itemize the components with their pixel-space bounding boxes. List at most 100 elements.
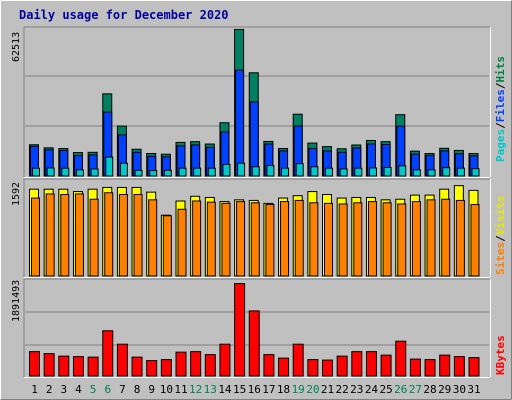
day-label: 9: [148, 383, 155, 396]
day-label: 19: [292, 383, 305, 396]
legend-sites: Sites: [494, 242, 507, 275]
kbytes-bar: [336, 355, 348, 377]
day-label: 30: [453, 383, 466, 396]
pages-bar: [90, 168, 99, 177]
sites-bar: [397, 203, 407, 277]
sites-bar: [250, 202, 260, 277]
day-label: 26: [394, 383, 407, 396]
sites-bar: [324, 202, 333, 277]
sites-bar: [367, 201, 377, 277]
bottom-panel-bars: [29, 283, 480, 377]
kbytes-bar: [292, 343, 304, 377]
kbytes-bar: [87, 356, 99, 377]
kbytes-bar: [190, 351, 202, 377]
top-legend: Pages/Files/Hits: [494, 56, 507, 162]
sites-bar: [441, 198, 451, 277]
kbytes-bar: [322, 359, 333, 377]
kbytes-bar: [43, 353, 55, 377]
sites-bar: [60, 194, 70, 277]
pages-bar: [46, 167, 55, 177]
day-label: 12: [189, 383, 202, 396]
kbytes-bar: [307, 359, 319, 377]
legend-kbytes: KBytes: [494, 335, 507, 375]
sites-bar: [206, 201, 216, 277]
day-label: 11: [174, 383, 187, 396]
sites-bar: [265, 204, 275, 277]
pages-bar: [442, 167, 451, 177]
pages-bar: [412, 169, 421, 177]
day-label: 31: [467, 383, 480, 396]
pages-bar: [237, 162, 246, 177]
day-label: 15: [233, 383, 246, 396]
files-bar: [249, 101, 259, 177]
files-bar: [235, 69, 245, 177]
pages-bar: [325, 167, 333, 177]
pages-bar: [163, 169, 172, 177]
sites-bar: [426, 199, 436, 277]
pages-bar: [134, 169, 143, 177]
chart-title: Daily usage for December 2020: [19, 8, 229, 22]
pages-bar: [339, 168, 348, 177]
middle-y-max-label: 1592: [11, 182, 22, 206]
pages-bar: [149, 170, 158, 177]
pages-bar: [295, 163, 304, 177]
pages-bar: [251, 166, 260, 177]
pages-bar: [383, 166, 392, 177]
sites-bar: [162, 215, 172, 277]
pages-bar: [75, 169, 84, 177]
sites-bar: [133, 194, 143, 277]
bottom-y-max-label: 1891493: [11, 280, 22, 322]
legend-separator-1: /: [494, 122, 507, 129]
kbytes-bar: [175, 351, 187, 377]
day-label: 8: [134, 383, 141, 396]
pages-bar: [368, 167, 377, 177]
sites-bar: [221, 202, 231, 277]
pages-bar: [310, 166, 319, 177]
day-label: 7: [119, 383, 126, 396]
pages-bar: [471, 168, 480, 177]
pages-bar: [105, 156, 114, 177]
kbytes-bar: [29, 351, 40, 377]
kbytes-bar: [424, 359, 436, 377]
day-labels: 1 2 3 4 5 6 7 8 9 10 11 12 13 14 15 16 17 18 19 20 21 22 23 24 2…: [31, 383, 480, 396]
sites-bar: [470, 204, 480, 277]
sites-bar: [309, 202, 319, 277]
day-label: 4: [75, 383, 82, 396]
sites-bar: [89, 198, 99, 277]
pages-bar: [266, 165, 275, 177]
kbytes-bar: [365, 351, 377, 377]
day-label: 22: [336, 383, 349, 396]
kbytes-bar: [58, 355, 70, 377]
kbytes-bar: [116, 343, 128, 377]
legend-visits: Visits: [494, 196, 507, 236]
legend-files: Files: [494, 89, 507, 122]
sites-bar: [74, 193, 84, 277]
sites-bar: [31, 197, 40, 277]
sites-bar: [148, 199, 158, 277]
day-label: 21: [321, 383, 334, 396]
kbytes-bar: [160, 359, 172, 377]
middle-panel-bars: [29, 185, 480, 277]
kbytes-bar: [72, 356, 84, 377]
pages-bar: [193, 167, 202, 177]
legend-hits: Hits: [494, 56, 507, 83]
legend-separator-3: /: [494, 235, 507, 242]
pages-bar: [207, 167, 216, 177]
pages-bar: [427, 169, 436, 177]
kbytes-bar: [234, 283, 246, 377]
sites-bar: [236, 201, 246, 277]
middle-legend: Sites/Visits: [494, 196, 507, 276]
day-label: 25: [379, 383, 392, 396]
kbytes-bar: [409, 358, 421, 377]
sites-bar: [280, 201, 290, 277]
day-label: 3: [60, 383, 67, 396]
pages-bar: [178, 167, 187, 177]
day-label: 2: [46, 383, 53, 396]
day-label: 5: [90, 383, 97, 396]
day-label: 28: [423, 383, 436, 396]
pages-bar: [119, 162, 128, 177]
sites-bar: [177, 208, 187, 277]
sites-bar: [455, 199, 465, 277]
pages-bar: [398, 165, 407, 177]
